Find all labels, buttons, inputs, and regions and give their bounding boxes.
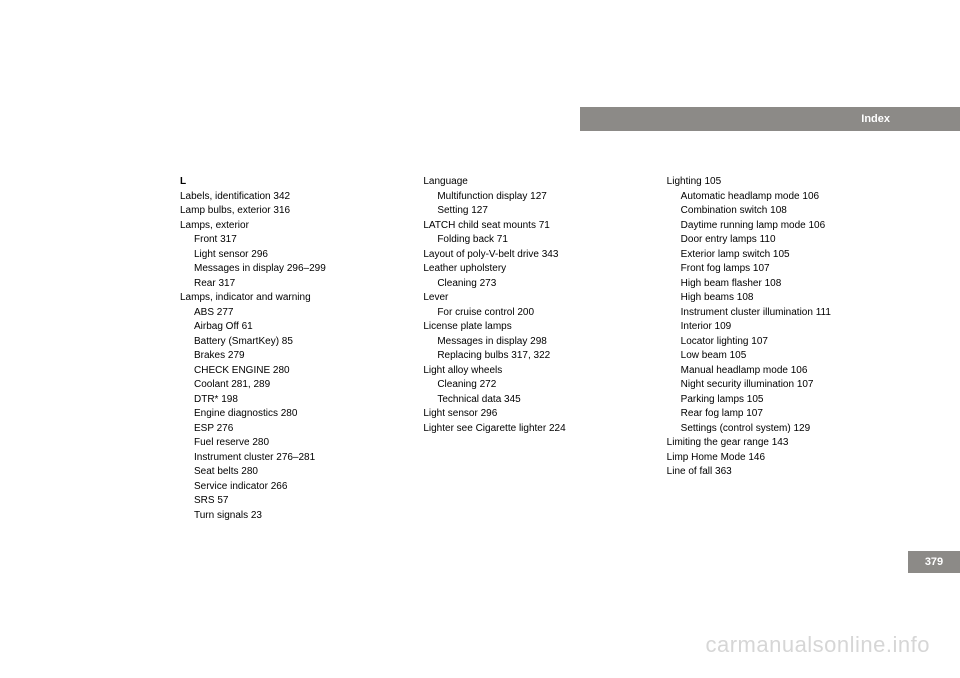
index-entry: Airbag Off 61 — [194, 320, 403, 335]
index-entry: Light alloy wheels — [423, 364, 646, 379]
column-1: L Labels, identification 342Lamp bulbs, … — [180, 175, 403, 523]
index-entry: Front fog lamps 107 — [681, 262, 890, 277]
index-entry: Lamps, exterior — [180, 219, 403, 234]
index-entry: Line of fall 363 — [667, 465, 890, 480]
index-entry: Low beam 105 — [681, 349, 890, 364]
index-entry: High beam flasher 108 — [681, 277, 890, 292]
index-entry: Front 317 — [194, 233, 403, 248]
index-entry: Brakes 279 — [194, 349, 403, 364]
index-entry: Replacing bulbs 317, 322 — [437, 349, 646, 364]
index-entry: Leather upholstery — [423, 262, 646, 277]
index-entry: Messages in display 298 — [437, 335, 646, 350]
watermark: carmanualsonline.info — [705, 632, 930, 658]
index-entry: Parking lamps 105 — [681, 393, 890, 408]
index-entry: Battery (SmartKey) 85 — [194, 335, 403, 350]
index-entry: License plate lamps — [423, 320, 646, 335]
col1-entries: Labels, identification 342Lamp bulbs, ex… — [180, 190, 403, 524]
index-entry: Multifunction display 127 — [437, 190, 646, 205]
index-entry: Engine diagnostics 280 — [194, 407, 403, 422]
index-entry: Locator lighting 107 — [681, 335, 890, 350]
index-entry: Lamps, indicator and warning — [180, 291, 403, 306]
index-entry: Settings (control system) 129 — [681, 422, 890, 437]
index-entry: Technical data 345 — [437, 393, 646, 408]
index-entry: Fuel reserve 280 — [194, 436, 403, 451]
index-entry: Language — [423, 175, 646, 190]
index-entry: Exterior lamp switch 105 — [681, 248, 890, 263]
index-entry: Layout of poly-V-belt drive 343 — [423, 248, 646, 263]
index-entry: Setting 127 — [437, 204, 646, 219]
index-entry: For cruise control 200 — [437, 306, 646, 321]
column-3: Lighting 105Automatic headlamp mode 106C… — [667, 175, 890, 523]
index-entry: Instrument cluster 276–281 — [194, 451, 403, 466]
index-entry: SRS 57 — [194, 494, 403, 509]
index-entry: Rear fog lamp 107 — [681, 407, 890, 422]
header-title: Index — [861, 113, 890, 125]
index-entry: Service indicator 266 — [194, 480, 403, 495]
index-entry: Door entry lamps 110 — [681, 233, 890, 248]
letter-heading: L — [180, 175, 403, 190]
index-entry: Automatic headlamp mode 106 — [681, 190, 890, 205]
index-entry: ESP 276 — [194, 422, 403, 437]
header-bar: Index — [580, 107, 960, 131]
index-content: L Labels, identification 342Lamp bulbs, … — [180, 175, 890, 523]
column-2: LanguageMultifunction display 127Setting… — [423, 175, 646, 523]
page-number-box: 379 — [908, 551, 960, 573]
index-entry: Folding back 71 — [437, 233, 646, 248]
index-entry: Seat belts 280 — [194, 465, 403, 480]
index-entry: Lighter see Cigarette lighter 224 — [423, 422, 646, 437]
index-entry: Lighting 105 — [667, 175, 890, 190]
index-entry: Manual headlamp mode 106 — [681, 364, 890, 379]
index-entry: Messages in display 296–299 — [194, 262, 403, 277]
index-entry: Coolant 281, 289 — [194, 378, 403, 393]
index-entry: ABS 277 — [194, 306, 403, 321]
index-entry: CHECK ENGINE 280 — [194, 364, 403, 379]
index-entry: Instrument cluster illumination 111 — [681, 306, 890, 321]
index-entry: Lever — [423, 291, 646, 306]
index-entry: Lamp bulbs, exterior 316 — [180, 204, 403, 219]
index-entry: LATCH child seat mounts 71 — [423, 219, 646, 234]
index-entry: Light sensor 296 — [423, 407, 646, 422]
page-number: 379 — [925, 556, 943, 568]
index-entry: Cleaning 272 — [437, 378, 646, 393]
index-entry: Rear 317 — [194, 277, 403, 292]
index-entry: DTR* 198 — [194, 393, 403, 408]
index-entry: Interior 109 — [681, 320, 890, 335]
index-entry: Daytime running lamp mode 106 — [681, 219, 890, 234]
index-entry: Limiting the gear range 143 — [667, 436, 890, 451]
index-entry: Turn signals 23 — [194, 509, 403, 524]
col3-entries: Lighting 105Automatic headlamp mode 106C… — [667, 175, 890, 480]
index-entry: Cleaning 273 — [437, 277, 646, 292]
index-entry: Combination switch 108 — [681, 204, 890, 219]
index-entry: High beams 108 — [681, 291, 890, 306]
index-entry: Labels, identification 342 — [180, 190, 403, 205]
col2-entries: LanguageMultifunction display 127Setting… — [423, 175, 646, 436]
index-entry: Light sensor 296 — [194, 248, 403, 263]
index-entry: Night security illumination 107 — [681, 378, 890, 393]
index-entry: Limp Home Mode 146 — [667, 451, 890, 466]
